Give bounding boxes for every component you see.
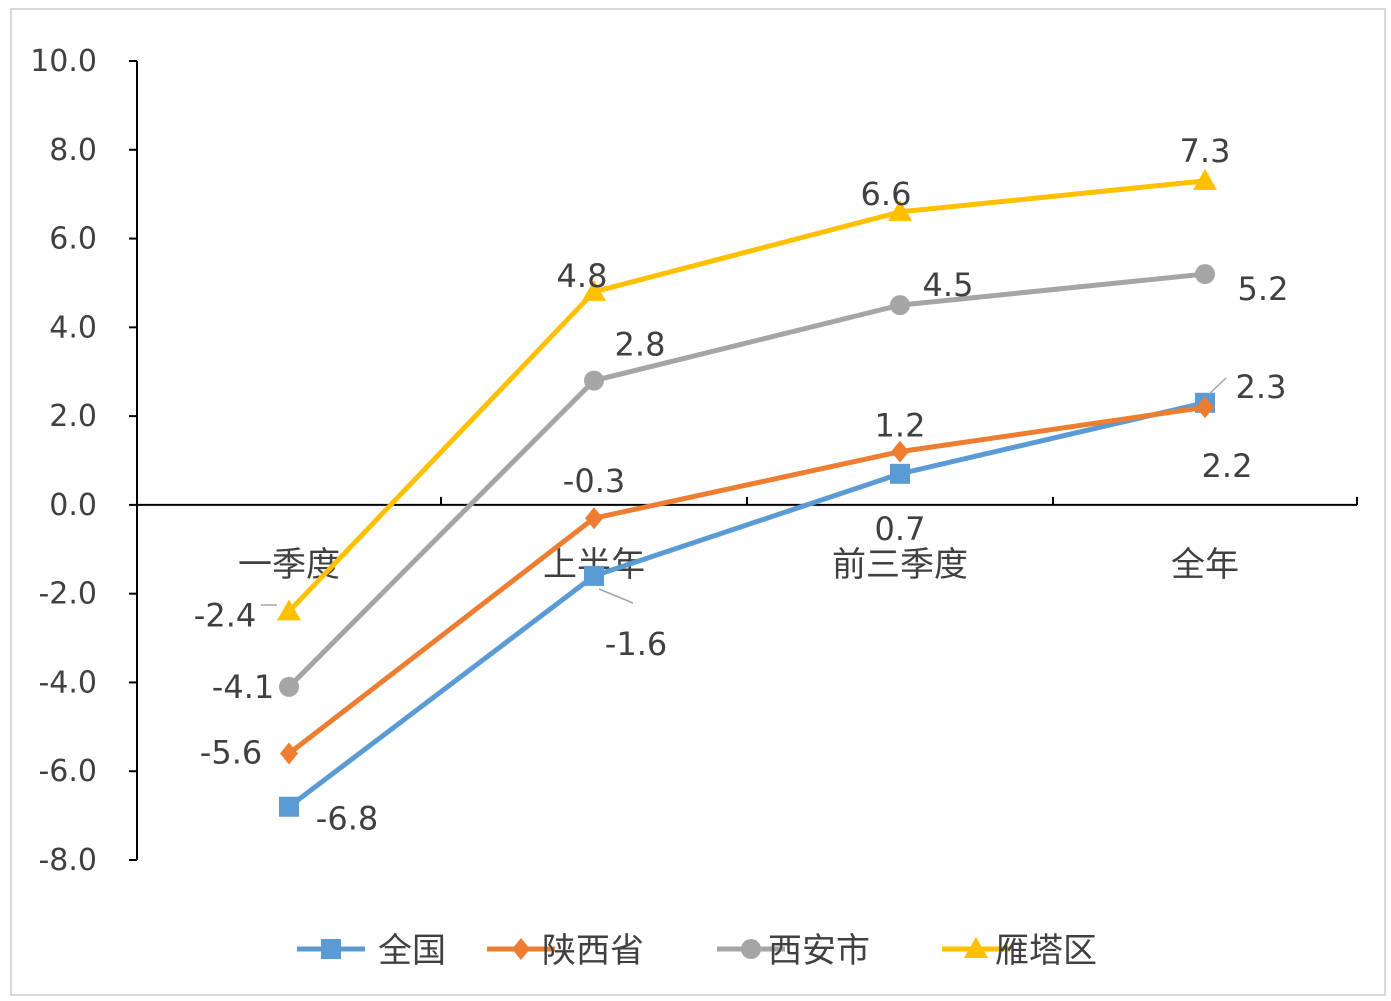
x-category-label: 一季度 (238, 545, 340, 585)
legend-item-西安市: 西安市 (717, 931, 870, 971)
data-label: 0.7 (875, 510, 926, 548)
leader-line (598, 588, 634, 604)
y-tick-label: 8.0 (49, 133, 97, 168)
series-雁塔区 (277, 168, 1217, 621)
y-tick-label: 0.0 (49, 488, 97, 523)
data-label: 4.8 (557, 257, 608, 295)
series-陕西省 (280, 396, 1214, 765)
series-西安市 (279, 264, 1215, 697)
legend-label: 西安市 (768, 931, 870, 971)
data-point-marker (1196, 396, 1214, 419)
data-label: -6.8 (316, 800, 378, 838)
data-point-marker (582, 279, 606, 301)
legend-label: 陕西省 (542, 931, 644, 971)
legend-label: 雁塔区 (995, 931, 1097, 971)
y-tick-label: -8.0 (38, 843, 97, 878)
data-label: 7.3 (1180, 132, 1231, 170)
series-line (287, 271, 1206, 689)
data-point-marker (279, 676, 299, 697)
data-label: -1.6 (605, 625, 667, 663)
y-tick-label: -2.0 (38, 577, 97, 612)
data-point-marker (277, 599, 301, 621)
data-label: 2.3 (1236, 368, 1287, 406)
legend-item-陕西省: 陕西省 (487, 931, 644, 971)
x-category-label: 前三季度 (832, 545, 968, 585)
y-tick-label: 6.0 (49, 222, 97, 257)
data-label: 2.2 (1202, 447, 1253, 485)
data-point-marker (891, 440, 909, 463)
data-label: 6.6 (861, 175, 912, 213)
data-point-marker (585, 507, 603, 530)
series-全国 (279, 392, 1215, 817)
x-category-label: 全年 (1171, 545, 1239, 585)
data-point-marker (890, 295, 910, 316)
data-point-marker (279, 796, 299, 817)
data-point-marker (890, 463, 910, 484)
legend-marker (321, 939, 341, 959)
data-label: -2.4 (194, 596, 256, 634)
data-label: 1.2 (875, 407, 926, 445)
data-label: -0.3 (563, 462, 625, 500)
data-point-marker (1195, 264, 1215, 285)
data-label: -4.1 (212, 668, 274, 706)
series-line (287, 404, 1206, 756)
data-label: 4.5 (923, 266, 974, 304)
legend-marker (964, 937, 988, 958)
data-point-marker (584, 565, 604, 586)
leader-line (1208, 377, 1227, 395)
legend-item-雁塔区: 雁塔区 (942, 931, 1097, 971)
legend-marker (741, 939, 761, 959)
data-point-marker (280, 742, 298, 765)
data-label: 2.8 (615, 326, 666, 364)
legend-label: 全国 (378, 931, 446, 971)
y-tick-label: 10.0 (30, 44, 97, 79)
y-tick-label: 4.0 (49, 310, 97, 345)
series-line (287, 178, 1206, 614)
y-tick-label: -6.0 (38, 754, 97, 789)
data-point-marker (888, 199, 912, 221)
data-point-marker (1193, 168, 1217, 190)
y-tick-label: 2.0 (49, 399, 97, 434)
series-line (287, 400, 1206, 809)
data-point-marker (584, 370, 604, 391)
legend-marker (512, 938, 530, 960)
legend-item-全国: 全国 (297, 931, 446, 971)
chart-frame (10, 8, 1386, 996)
data-label: 5.2 (1238, 270, 1289, 308)
data-label: -5.6 (200, 733, 262, 771)
y-tick-label: -4.0 (38, 665, 97, 700)
